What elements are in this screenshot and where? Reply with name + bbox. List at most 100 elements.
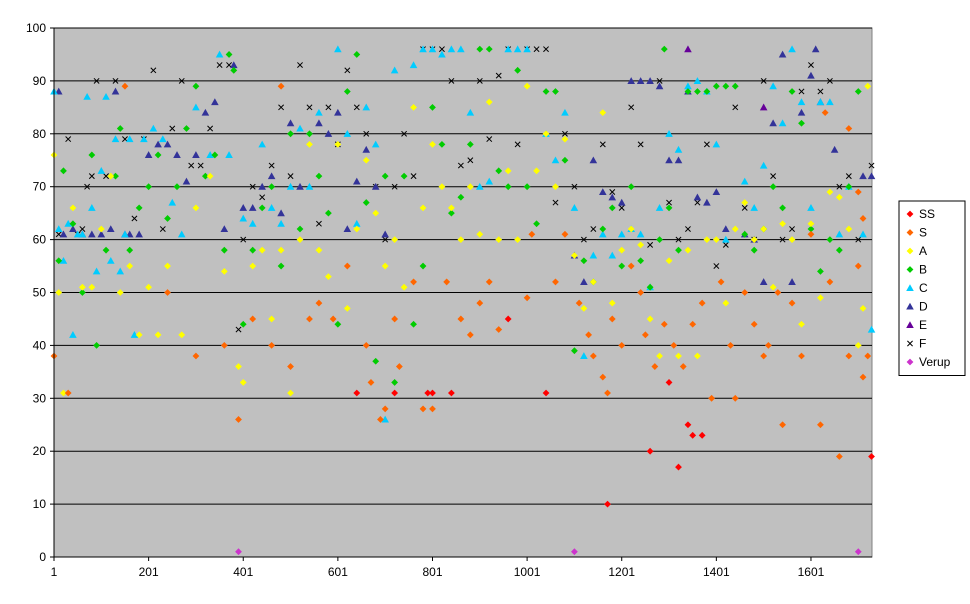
point-c [69, 331, 77, 338]
point-f [798, 88, 805, 95]
point-s [561, 230, 569, 238]
point-b [296, 225, 304, 233]
point-s [859, 215, 867, 222]
point-f [476, 77, 483, 84]
point-b [779, 204, 786, 212]
point-a [618, 246, 626, 254]
point-b [315, 172, 323, 180]
point-s [864, 352, 872, 360]
point-f [235, 326, 242, 333]
point-d [277, 209, 285, 217]
point-c [192, 103, 200, 111]
point-f [382, 236, 389, 243]
point-b [675, 246, 682, 254]
point-b [220, 246, 228, 254]
point-c [409, 61, 418, 69]
point-a [627, 225, 635, 233]
point-b [533, 220, 540, 228]
point-c [759, 161, 768, 169]
point-b [703, 88, 711, 95]
point-s [779, 421, 786, 429]
point-c [64, 219, 72, 227]
x-tick-label: 201 [139, 565, 159, 579]
point-f [685, 226, 691, 232]
y-tick-label: 30 [33, 391, 47, 405]
point-c [267, 204, 276, 211]
point-a [220, 267, 228, 275]
point-d [343, 225, 352, 233]
point-a [722, 299, 730, 307]
point-b [807, 225, 815, 233]
point-b [599, 225, 607, 233]
point-d [722, 225, 730, 233]
point-b [164, 215, 171, 222]
y-tick-label: 40 [33, 338, 47, 352]
point-f [391, 183, 398, 190]
point-b [722, 82, 730, 90]
point-a [599, 109, 607, 117]
x-tick-label: 1601 [798, 565, 825, 579]
point-c [352, 219, 361, 227]
point-ss [504, 315, 512, 323]
point-f [599, 141, 606, 148]
point-b [845, 183, 853, 191]
point-ss [698, 431, 706, 439]
point-f [197, 162, 204, 169]
point-b [684, 88, 692, 95]
point-c [106, 256, 115, 264]
point-b [769, 183, 777, 191]
point-a [235, 363, 242, 370]
point-s [821, 109, 829, 117]
point-s [854, 262, 862, 270]
point-d [154, 140, 162, 148]
point-c [296, 124, 304, 132]
point-c [286, 182, 295, 190]
point-a [400, 283, 408, 291]
point-c [334, 45, 342, 53]
point-f [562, 130, 568, 137]
point-f [533, 46, 540, 53]
point-b [343, 88, 351, 95]
point-b [154, 151, 162, 159]
point-b [457, 193, 465, 201]
point-s [750, 320, 758, 328]
point-a [703, 236, 711, 243]
point-c [149, 124, 158, 132]
point-verup [571, 548, 578, 556]
point-s [670, 342, 678, 349]
point-f [268, 162, 275, 169]
point-d [636, 77, 645, 84]
point-b [504, 183, 512, 191]
point-d [324, 130, 333, 137]
point-d [362, 145, 371, 153]
point-a [306, 140, 313, 148]
point-c [159, 135, 167, 143]
point-f [868, 162, 875, 169]
point-f [84, 183, 91, 190]
point-s [306, 315, 313, 323]
point-s [698, 299, 706, 307]
point-a [760, 225, 768, 233]
point-c [239, 214, 248, 222]
point-a [381, 262, 389, 270]
point-f [240, 236, 247, 243]
point-f [703, 141, 710, 148]
point-c [83, 92, 91, 100]
point-s [249, 315, 257, 323]
point-f [666, 199, 672, 206]
point-f [306, 104, 313, 111]
point-b [268, 183, 276, 191]
point-d [608, 193, 617, 201]
point-s [362, 342, 370, 349]
point-b [116, 125, 124, 132]
point-b [372, 357, 380, 365]
point-c [636, 230, 645, 238]
point-a [684, 246, 692, 254]
point-s [121, 82, 129, 90]
point-b [798, 119, 805, 127]
point-f [637, 141, 644, 148]
point-s [457, 315, 465, 323]
point-c [419, 45, 427, 53]
point-a [817, 294, 824, 302]
y-tick-label: 90 [33, 74, 47, 88]
